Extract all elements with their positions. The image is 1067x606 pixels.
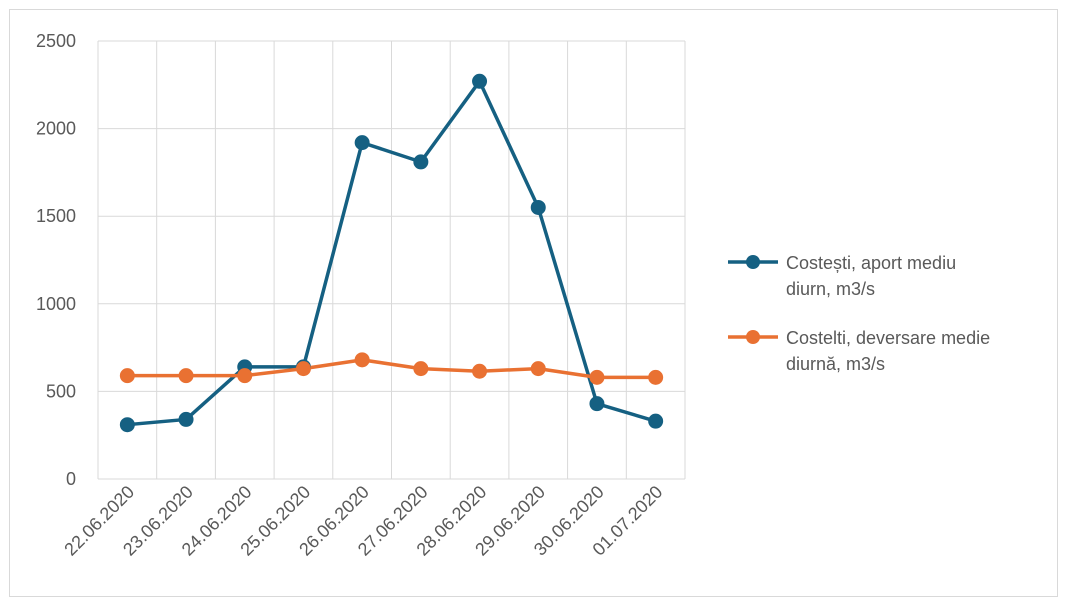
legend-swatch-marker [746,255,760,269]
data-point-series-1 [354,135,370,151]
data-point-series-2 [237,368,253,384]
data-point-series-2 [119,368,135,384]
data-point-series-2 [589,369,605,385]
legend-label: Costelti, deversare medie [786,328,990,348]
legend-swatch-marker [746,330,760,344]
data-point-series-1 [178,411,194,427]
data-point-series-1 [472,73,488,89]
data-point-series-1 [119,417,135,433]
data-point-series-1 [530,199,546,215]
y-tick-label: 0 [66,469,76,489]
chart-frame [9,9,1058,597]
series-line-1 [127,79,657,427]
data-point-series-1 [648,413,664,429]
y-axis-ticks: 0 500 1000 1500 2000 2500 [36,31,76,489]
legend-label: Costești, aport mediu [786,253,956,273]
legend: Costești, aport mediu diurn, m3/s Costelti… [728,253,990,374]
data-point-series-1 [413,154,429,170]
data-point-series-1 [589,396,605,412]
series-layer [119,73,664,433]
y-tick-label: 1500 [36,206,76,226]
legend-label: diurnă, m3/s [786,354,885,374]
y-tick-label: 2000 [36,119,76,139]
data-point-series-2 [354,352,370,368]
data-point-series-2 [472,363,488,379]
data-point-series-2 [648,369,664,385]
grid [97,40,686,480]
data-point-series-2 [530,361,546,377]
y-tick-label: 1000 [36,294,76,314]
y-tick-label: 500 [46,381,76,401]
legend-label: diurn, m3/s [786,279,875,299]
data-point-series-2 [413,361,429,377]
data-point-series-2 [295,361,311,377]
y-tick-label: 2500 [36,31,76,51]
data-point-series-2 [178,368,194,384]
series-line-2 [127,358,656,380]
x-axis-ticks: 22.06.202023.06.202024.06.202025.06.2020… [60,482,666,560]
